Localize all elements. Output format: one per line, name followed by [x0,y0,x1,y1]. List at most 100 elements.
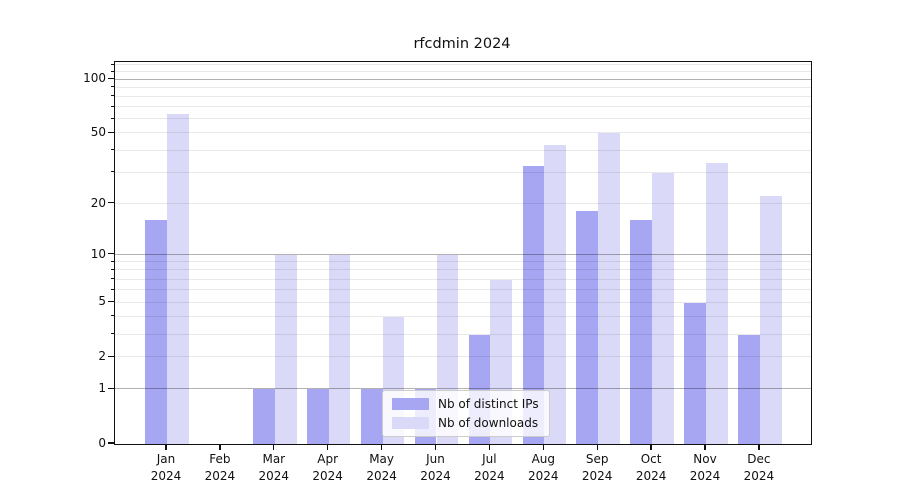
ytick-minor-mark-70 [110,105,114,107]
ytick-label-100: 100 [83,71,106,86]
ytick-minor-mark-7 [110,278,114,280]
xtick-label-jan: Jan 2024 [150,452,182,483]
xtick-label-apr: Apr 2024 [312,452,343,483]
xtick-label-jul: Jul 2024 [474,452,505,483]
legend: Nb of distinct IPs Nb of downloads [382,390,550,437]
chart-title: rfcdmin 2024 [413,36,511,52]
bar-downloads-nov [706,163,728,444]
gridline-y-3 [115,333,811,335]
xtick-mark-nov [704,444,706,450]
ytick-minor-mark-90 [110,86,114,88]
gridline-y-40 [115,149,811,151]
ytick-minor-mark-50 [110,131,114,133]
gridline-y-10 [115,253,811,255]
gridline-y-80 [115,95,811,97]
ytick-label-2: 2 [98,349,106,364]
ytick-minor-mark-4 [110,315,114,317]
ytick-mark-100 [108,77,114,80]
legend-item-downloads: Nb of downloads [392,416,539,430]
gridline-y-4 [115,315,811,317]
ytick-minor-mark-3 [110,333,114,334]
gridline-y-9 [115,261,811,263]
ytick-mark-10 [108,252,114,255]
xtick-label-sep: Sep 2024 [581,452,613,483]
gridline-y-20 [115,202,811,204]
legend-label-distinct-ips: Nb of distinct IPs [438,397,539,411]
ytick-minor-mark-120 [110,63,114,65]
bar-ips-sep [576,211,599,444]
ytick-mark-0 [108,442,114,444]
ytick-minor-mark-30 [110,171,114,173]
legend-item-distinct-ips: Nb of distinct IPs [392,397,539,411]
bar-ips-apr [306,389,329,444]
ytick-minor-mark-80 [110,95,114,97]
ytick-label-0: 0 [98,436,106,450]
xtick-mark-jul [488,444,491,450]
xtick-mark-oct [650,444,652,450]
xtick-label-nov: Nov 2024 [689,452,721,483]
ytick-minor-mark-5 [110,300,114,302]
bar-ips-mar [253,389,275,444]
xtick-label-feb: Feb 2024 [204,452,236,483]
ytick-label-10: 10 [90,246,106,261]
bar-ips-dec [738,334,760,444]
xtick-label-dec: Dec 2024 [743,452,775,483]
ytick-minor-mark-110 [110,70,114,72]
bar-downloads-oct [652,172,674,444]
plot-area: Nb of distinct IPs Nb of downloads [114,61,812,445]
gridline-y-70 [115,106,811,108]
ytick-minor-mark-60 [110,117,114,119]
gridline-y-100 [115,78,811,80]
gridline-y-50 [115,132,811,134]
gridline-y-6 [115,289,811,291]
bar-ips-nov [684,302,706,444]
ytick-label-20: 20 [90,195,106,210]
legend-swatch-downloads [392,417,429,429]
ytick-minor-mark-2 [110,355,114,357]
gridline-y-90 [115,86,811,88]
xtick-label-may: May 2024 [366,452,397,483]
xtick-label-mar: Mar 2024 [258,452,290,483]
xtick-mark-feb [219,444,221,450]
gridline-y-60 [115,118,811,120]
xtick-mark-may [380,444,383,450]
ytick-minor-mark-40 [110,149,114,151]
xtick-mark-dec [758,444,760,450]
bar-downloads-dec [759,196,782,444]
xtick-mark-jun [434,444,437,450]
ytick-label-50: 50 [90,125,106,140]
ytick-minor-mark-6 [110,288,114,290]
xtick-mark-sep [596,444,598,450]
xtick-mark-jan [165,444,167,450]
gridline-y-110 [115,71,811,72]
gridline-y-5 [115,301,811,303]
xtick-label-jun: Jun 2024 [420,452,451,483]
bar-downloads-apr [328,254,351,444]
bar-downloads-aug [544,145,567,444]
legend-swatch-distinct-ips [392,398,429,410]
ytick-label-5: 5 [98,294,106,309]
gridline-y-120 [115,64,811,66]
gridline-y-8 [115,269,811,271]
gridline-y-30 [115,171,811,173]
legend-label-downloads: Nb of downloads [438,416,539,430]
gridline-y-2 [115,356,811,358]
ytick-label-1: 1 [98,381,106,396]
bar-ips-may [360,389,383,444]
bar-downloads-jan [167,114,189,444]
bar-downloads-mar [274,254,297,444]
bar-ips-jan [145,220,167,444]
ytick-minor-mark-8 [110,268,114,270]
bar-downloads-sep [598,133,620,444]
ytick-minor-mark-20 [110,202,114,204]
ytick-minor-mark-9 [110,260,114,262]
ytick-mark-1 [108,387,114,389]
xtick-label-aug: Aug 2024 [528,452,559,483]
bar-ips-aug [522,165,545,444]
xtick-label-oct: Oct 2024 [635,452,667,483]
gridline-y-1 [115,388,811,390]
xtick-mark-apr [327,444,329,450]
bar-ips-oct [630,220,653,444]
gridline-y-7 [115,278,811,280]
